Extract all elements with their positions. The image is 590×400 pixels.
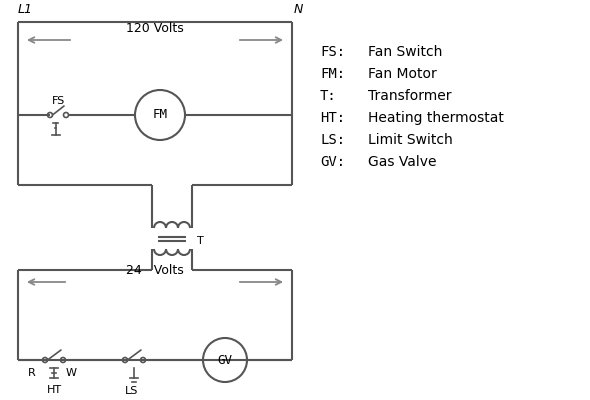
Text: LS:: LS: <box>320 133 345 147</box>
Text: FS: FS <box>52 96 65 106</box>
Text: Fan Switch: Fan Switch <box>368 45 442 59</box>
Text: Limit Switch: Limit Switch <box>368 133 453 147</box>
Text: HT:: HT: <box>320 111 345 125</box>
Text: R: R <box>28 368 36 378</box>
Text: FS:: FS: <box>320 45 345 59</box>
Text: W: W <box>65 368 77 378</box>
Text: T:: T: <box>320 89 337 103</box>
Text: FM: FM <box>152 108 168 122</box>
Text: Fan Motor: Fan Motor <box>368 67 437 81</box>
Text: 120 Volts: 120 Volts <box>126 22 184 35</box>
Text: Gas Valve: Gas Valve <box>368 155 437 169</box>
Text: GV:: GV: <box>320 155 345 169</box>
Text: HT: HT <box>47 385 61 395</box>
Text: Heating thermostat: Heating thermostat <box>368 111 504 125</box>
Text: GV: GV <box>218 354 232 366</box>
Text: LS: LS <box>125 386 139 396</box>
Text: N: N <box>294 3 303 16</box>
Text: FM:: FM: <box>320 67 345 81</box>
Text: T: T <box>197 236 204 246</box>
Text: Transformer: Transformer <box>368 89 451 103</box>
Text: 24   Volts: 24 Volts <box>126 264 184 277</box>
Text: L1: L1 <box>18 3 33 16</box>
